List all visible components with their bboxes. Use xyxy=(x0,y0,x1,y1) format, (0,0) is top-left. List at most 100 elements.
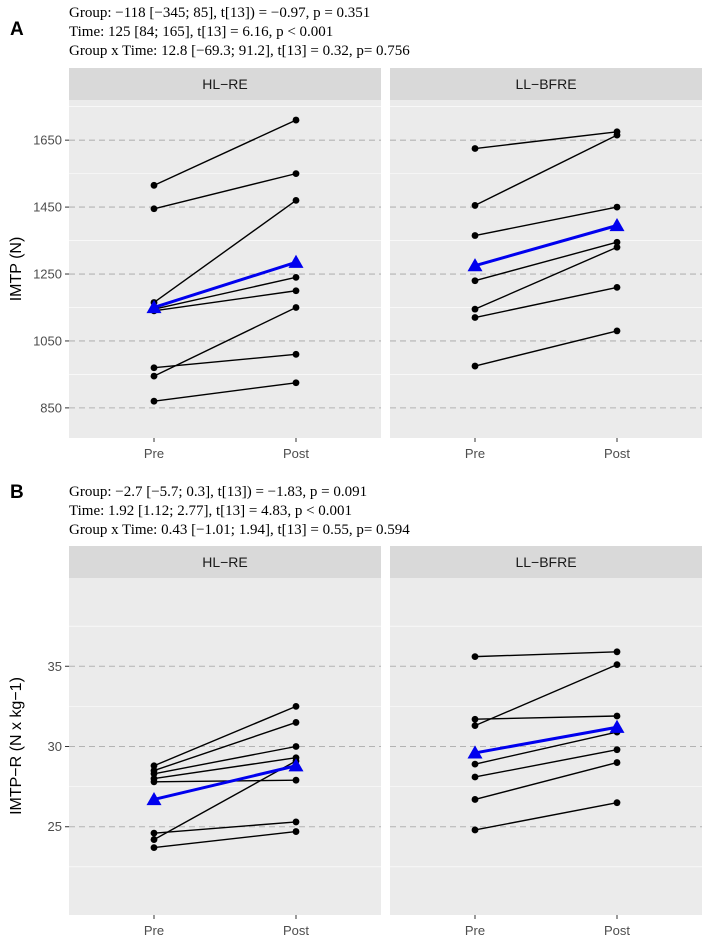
individual-line xyxy=(153,779,297,783)
individual-point-post xyxy=(613,203,621,211)
individual-point-post xyxy=(613,799,621,807)
individual-point-post xyxy=(613,327,621,335)
individual-point-pre xyxy=(471,796,479,803)
individual-point-pre xyxy=(150,844,158,851)
panel-a-stats-interaction: Group x Time: 12.8 [−69.3; 91.2], t[13] … xyxy=(69,43,410,59)
panel-b-facet-ll-bfre: LL−BFRE xyxy=(390,546,702,915)
individual-line xyxy=(153,721,297,772)
panel-a-stats-group: Group: −118 [−345; 85], t[13]) = −0.97, … xyxy=(69,5,370,21)
individual-point-post xyxy=(613,712,621,720)
mean-point-pre xyxy=(467,258,483,272)
panel-b-x-axis: Pre Post Pre Post xyxy=(144,915,630,938)
individual-point-pre xyxy=(150,775,158,782)
individual-line xyxy=(474,206,618,237)
individual-line xyxy=(474,715,618,720)
y-tick-label: 25 xyxy=(48,819,62,834)
individual-line xyxy=(474,801,618,831)
panel-a-marks-ll-bfre xyxy=(390,106,702,409)
panel-b-y-axis-title: IMTP−R (N x kg−1) xyxy=(8,677,25,815)
panel-a-stats-time: Time: 125 [84; 165], t[13] = 6.16, p < 0… xyxy=(69,24,333,40)
individual-point-post xyxy=(292,702,300,710)
individual-point-post xyxy=(292,196,300,204)
individual-point-post xyxy=(613,128,621,136)
individual-line xyxy=(153,705,297,767)
y-tick-label: 1050 xyxy=(33,333,62,348)
individual-line xyxy=(474,134,618,207)
mean-line xyxy=(153,764,297,801)
x-tick-label-pre: Pre xyxy=(144,446,164,461)
panel-a-strip-label-hl-re: HL−RE xyxy=(202,76,248,92)
individual-point-pre xyxy=(471,232,479,239)
individual-line xyxy=(474,731,618,765)
panel-a-x-axis: Pre Post Pre Post xyxy=(144,438,630,461)
individual-point-post xyxy=(613,661,621,669)
individual-line xyxy=(153,199,297,304)
individual-point-pre xyxy=(471,305,479,313)
individual-line xyxy=(153,119,297,186)
panel-b-strip-ll-bfre xyxy=(390,546,702,578)
individual-point-post xyxy=(613,759,621,766)
individual-line xyxy=(474,246,618,310)
mean-point-pre xyxy=(146,791,162,806)
panel-b-stats-interaction: Group x Time: 0.43 [−1.01; 1.94], t[13] … xyxy=(69,522,410,538)
panel-b-strip-label-ll-bfre: LL−BFRE xyxy=(515,554,576,570)
individual-line xyxy=(474,749,618,778)
individual-point-pre xyxy=(471,145,479,152)
individual-line xyxy=(153,760,297,841)
mean-point-pre xyxy=(467,745,483,759)
mean-point-post xyxy=(609,719,625,733)
individual-point-pre xyxy=(150,205,158,213)
individual-point-pre xyxy=(471,715,479,723)
panel-b-strip-hl-re xyxy=(69,546,381,578)
panel-a-strip-ll-bfre xyxy=(390,68,702,100)
individual-point-post xyxy=(613,746,621,754)
individual-line xyxy=(474,330,618,367)
individual-point-pre xyxy=(471,773,479,781)
individual-point-post xyxy=(292,719,300,726)
individual-point-post xyxy=(292,379,300,387)
individual-point-post xyxy=(613,243,621,251)
individual-point-pre xyxy=(150,836,158,843)
y-tick-label: 850 xyxy=(40,400,62,415)
panel-a-plot-area-ll-bfre xyxy=(390,100,702,438)
y-tick-label: 1450 xyxy=(33,200,62,215)
individual-point-pre xyxy=(471,202,479,209)
individual-point-pre xyxy=(150,762,158,770)
y-tick-label: 35 xyxy=(48,659,62,674)
individual-point-post xyxy=(613,238,621,246)
individual-line xyxy=(474,664,618,727)
individual-line xyxy=(474,761,618,801)
x-tick-label-pre: Pre xyxy=(465,446,485,461)
panel-b-facet-hl-re: HL−RE xyxy=(69,546,381,915)
individual-point-pre xyxy=(471,760,479,768)
panel-a-strip-label-ll-bfre: LL−BFRE xyxy=(515,76,576,92)
individual-line xyxy=(474,651,618,658)
mean-point-pre xyxy=(146,299,162,314)
individual-point-post xyxy=(292,828,300,835)
individual-line xyxy=(153,821,297,834)
panel-a-y-axis-title: IMTP (N) xyxy=(8,237,25,302)
panel-a-strip-hl-re xyxy=(69,68,381,100)
individual-line xyxy=(153,353,297,369)
individual-point-post xyxy=(292,170,300,178)
panel-a-letter: A xyxy=(10,19,24,40)
individual-point-post xyxy=(292,818,300,826)
panel-a-y-axis: 850 1050 1250 1450 1650 xyxy=(33,133,69,415)
x-tick-label-post: Post xyxy=(283,446,309,461)
individual-point-post xyxy=(292,287,300,295)
individual-line xyxy=(153,745,297,775)
panel-b-marks-ll-bfre xyxy=(390,625,702,868)
panel-b-stats-group: Group: −2.7 [−5.7; 0.3], t[13]) = −1.83,… xyxy=(69,484,367,500)
individual-line xyxy=(153,757,297,780)
x-tick-label-pre: Pre xyxy=(144,923,164,938)
individual-point-pre xyxy=(150,829,158,837)
individual-point-post xyxy=(292,304,300,311)
panel-a-marks-hl-re xyxy=(69,106,381,409)
panel-b-letter: B xyxy=(10,482,24,503)
panel-a-facet-hl-re: HL−RE xyxy=(69,68,381,438)
individual-line xyxy=(153,290,297,312)
panel-a-plot-area-hl-re xyxy=(69,100,381,438)
individual-line xyxy=(153,830,297,849)
panel-b-stats-time: Time: 1.92 [1.12; 2.77], t[13] = 4.83, p… xyxy=(69,503,352,519)
mean-point-post xyxy=(288,758,304,772)
